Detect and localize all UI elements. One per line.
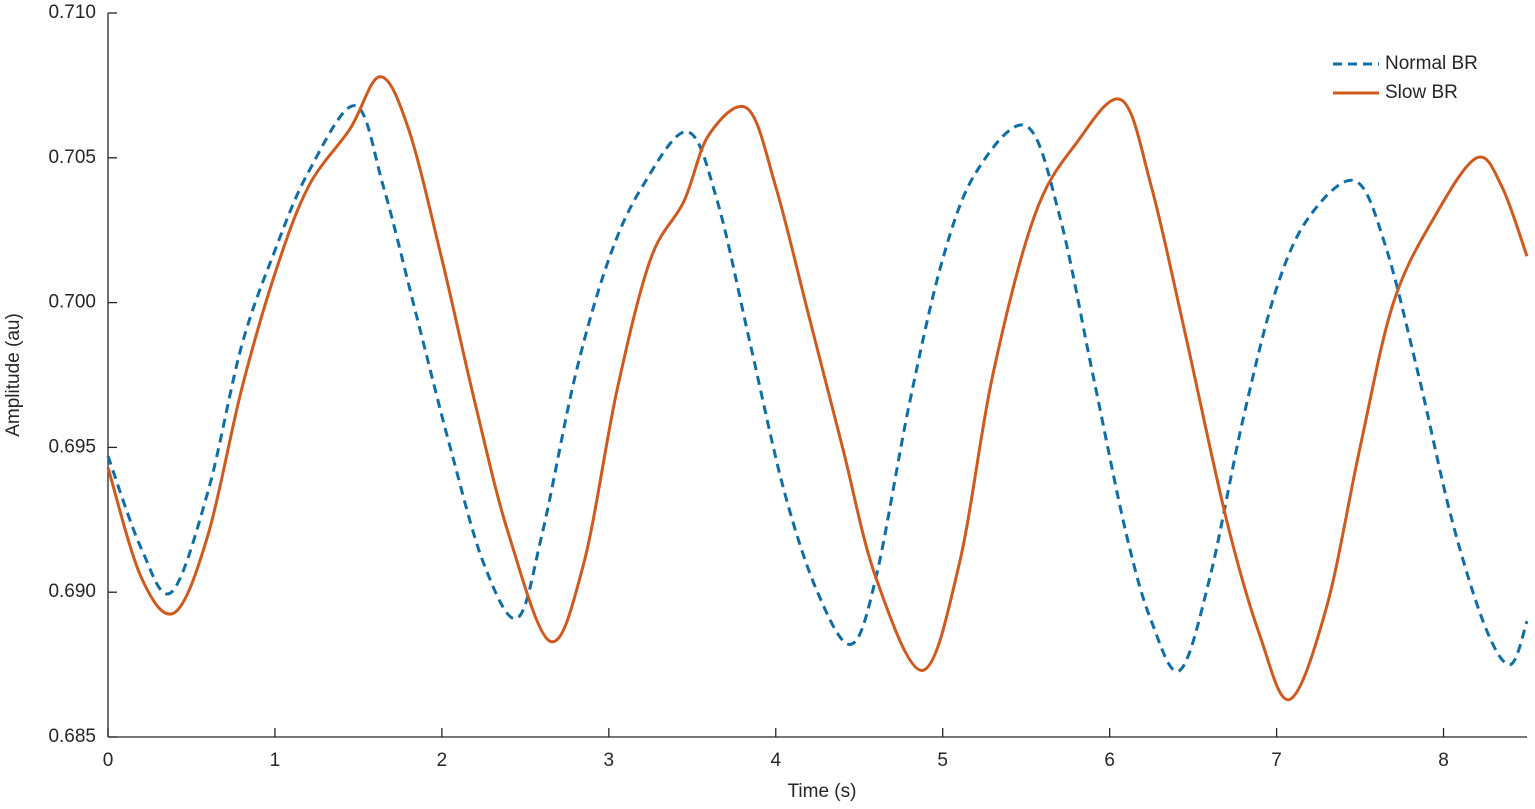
x-tick-label: 5 — [937, 750, 948, 771]
x-tick-label: 0 — [103, 750, 114, 771]
x-tick-label: 2 — [437, 750, 448, 771]
x-tick-label: 1 — [270, 750, 281, 771]
x-tick-label: 7 — [1271, 750, 1282, 771]
x-tick-label: 6 — [1104, 750, 1115, 771]
x-tick-label: 4 — [770, 750, 781, 771]
series-line — [106, 75, 1529, 702]
y-tick-label: 0.710 — [48, 2, 96, 23]
x-tick-label: 8 — [1438, 750, 1449, 771]
x-tick-label: 3 — [604, 750, 615, 771]
legend-label: Slow BR — [1385, 82, 1458, 103]
y-tick-label: 0.700 — [48, 292, 96, 313]
y-axis-label: Amplitude (au) — [3, 313, 24, 437]
x-axis-label: Time (s) — [788, 781, 857, 802]
y-tick-label: 0.705 — [48, 147, 96, 168]
y-tick-label: 0.690 — [48, 581, 96, 602]
series-line — [106, 104, 1529, 673]
legend-label: Normal BR — [1385, 53, 1478, 74]
y-tick-label: 0.695 — [48, 436, 96, 457]
y-tick-label: 0.685 — [48, 726, 96, 747]
